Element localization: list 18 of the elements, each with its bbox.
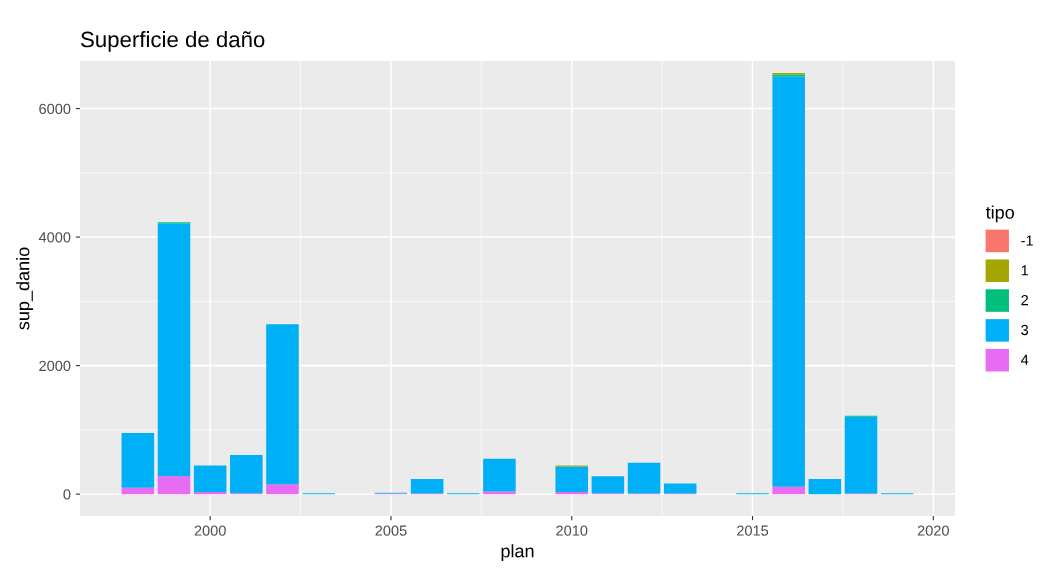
x-tick-label: 2005 [375,525,407,536]
x-tick-label: 2015 [737,525,769,536]
x-tick-label: 2000 [194,525,226,536]
legend-label: 3 [1021,324,1029,336]
chart-title: Superficie de daño [81,31,265,52]
x-tick-label: 2020 [917,525,949,536]
legend-title: tipo [985,205,1014,223]
y-axis-title: sup_danio [16,247,33,330]
y-tick-label: 4000 [38,232,71,243]
y-tick-label: 2000 [39,360,71,372]
y-tick-label: 6000 [39,103,71,114]
legend-label: 1 [1021,265,1029,276]
x-tick-label: 2010 [556,525,588,536]
y-tick-label: 0 [63,489,71,500]
x-axis-title: plan [501,544,534,562]
legend-label: -1 [1021,235,1033,246]
legend-label: 4 [1020,354,1029,365]
legend-label: 2 [1021,295,1028,306]
